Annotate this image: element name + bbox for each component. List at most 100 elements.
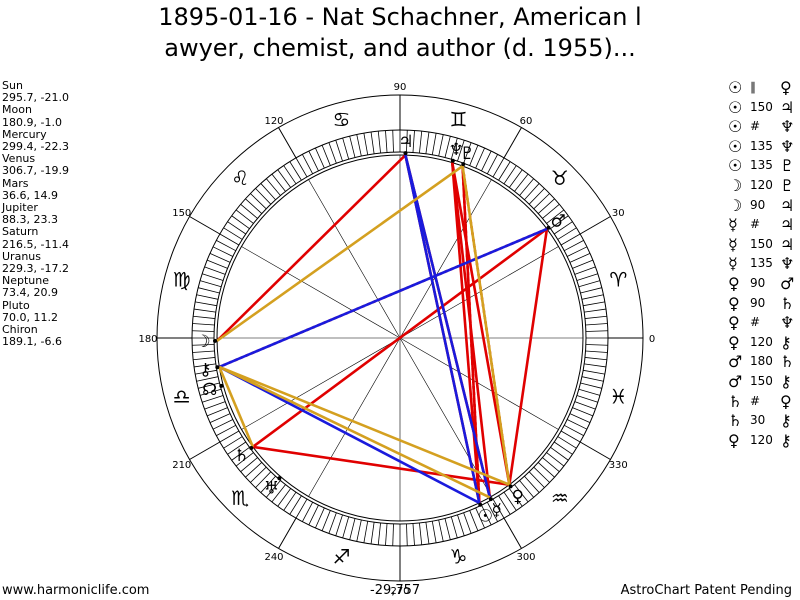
zodiac-sign-glyph: ♌	[231, 166, 249, 190]
degree-tick	[585, 330, 608, 332]
degree-tick	[498, 161, 511, 181]
aspect-list: ☉ ∥ ♀ ☉ 150 ♃ ☉ # ♆ ☉ 135 ♆ ☉ 135 ♇ ☽ 120 ♇ ☽ 90 ♃ ☿ # ♃ ☿ 150 ♃ ☿ 1…	[728, 78, 798, 450]
degree-tick	[486, 154, 499, 174]
degree-tick	[546, 209, 565, 224]
degree-tick	[349, 518, 356, 540]
degree-tick	[584, 363, 607, 368]
planet-glyph: ♄	[234, 446, 249, 466]
aspect-line	[461, 165, 511, 485]
degree-tick	[377, 522, 381, 545]
degree-tick	[255, 471, 272, 488]
degree-tick	[231, 447, 250, 461]
aspect-planet-2: ♀	[780, 78, 792, 97]
aspect-type: #	[750, 217, 761, 232]
degree-tick	[363, 521, 369, 543]
degree-tick	[219, 233, 240, 246]
degree-tick	[198, 287, 220, 294]
aspect-planet-1: ♄	[728, 411, 743, 431]
degree-tick	[444, 518, 451, 540]
planet-name: Jupiter	[2, 201, 38, 215]
aspect-row: ☉ # ♆	[728, 117, 798, 137]
zodiac-divider	[579, 216, 611, 235]
planet-glyph: ♅	[264, 478, 279, 498]
degree-tick	[349, 136, 356, 158]
planet-name: Chiron	[2, 323, 38, 337]
degree-tick	[295, 498, 308, 519]
degree-tick	[583, 369, 605, 375]
planet-name: Neptune	[2, 274, 50, 288]
degree-tick	[192, 323, 215, 326]
aspect-line	[216, 154, 407, 342]
degree-tick	[503, 165, 517, 185]
degree-tick	[567, 419, 588, 430]
degree-tick	[202, 273, 224, 281]
degree-label: 240	[264, 552, 283, 563]
zodiac-sign-glyph: ♉	[551, 166, 569, 190]
planet-marker	[461, 162, 466, 167]
degree-tick	[463, 142, 472, 164]
degree-tick	[469, 144, 479, 166]
aspect-line	[404, 154, 481, 504]
aspect-type: #	[750, 393, 761, 408]
aspect-planet-1: ☉	[728, 136, 743, 156]
aspect-line	[404, 154, 492, 498]
degree-tick	[198, 382, 220, 389]
degree-tick	[519, 480, 535, 498]
degree-tick	[528, 188, 545, 205]
zodiac-divider	[278, 517, 297, 549]
spoke-line	[399, 179, 492, 339]
degree-tick	[235, 452, 254, 467]
degree-tick	[301, 154, 314, 174]
degree-tick	[578, 280, 601, 288]
degree-tick	[412, 523, 415, 546]
degree-tick	[335, 140, 343, 162]
degree-tick	[425, 522, 430, 545]
degree-tick	[537, 198, 555, 214]
degree-tick	[524, 183, 540, 201]
degree-tick	[463, 512, 472, 534]
aspect-line	[218, 366, 255, 448]
degree-tick	[569, 413, 591, 423]
planet-marker	[478, 502, 483, 507]
zodiac-divider	[503, 127, 522, 159]
aspect-row: ☽ 120 ♇	[728, 176, 798, 196]
degree-tick	[195, 369, 217, 375]
degree-tick	[321, 144, 331, 166]
aspect-line	[218, 365, 510, 486]
degree-tick	[199, 280, 222, 288]
planet-marker	[277, 476, 282, 481]
degree-tick	[514, 484, 529, 503]
aspect-planet-2: ♄	[780, 352, 795, 372]
planet-glyph: ☊	[202, 380, 217, 400]
planet-glyph: ☽	[195, 332, 210, 352]
degree-tick	[315, 507, 325, 529]
degree-tick	[192, 344, 215, 346]
aspect-planet-1: ☿	[728, 215, 738, 235]
degree-label: 30	[612, 208, 625, 219]
planet-glyph: ♀	[512, 487, 524, 507]
degree-label: 300	[516, 552, 535, 563]
aspect-type: 30	[750, 413, 766, 428]
aspect-type: 135	[750, 138, 773, 153]
aspect-row: ♀ 90 ♂	[728, 274, 798, 294]
degree-tick	[283, 491, 297, 511]
planet-coords: 36.6, 14.9	[2, 188, 58, 202]
planet-coords: 306.7, -19.9	[2, 164, 69, 178]
degree-tick	[385, 130, 388, 153]
planet-coords: 180.9, -1.0	[2, 115, 62, 129]
planet-glyph: ♇	[460, 144, 475, 164]
degree-tick	[265, 480, 281, 498]
degree-tick	[223, 436, 243, 449]
aspect-line	[450, 162, 481, 504]
degree-tick	[231, 215, 250, 229]
degree-tick	[528, 471, 545, 488]
degree-tick	[250, 193, 267, 210]
degree-tick	[240, 203, 258, 219]
aspect-row: ♄ 30 ⚷	[728, 411, 798, 431]
aspect-type: 180	[750, 354, 773, 369]
planet-marker	[546, 225, 551, 230]
planet-coords: 73.4, 20.9	[2, 286, 58, 300]
aspect-type: 135	[750, 158, 773, 173]
aspect-row: ♀ 90 ♄	[728, 294, 798, 314]
degree-tick	[574, 266, 596, 275]
